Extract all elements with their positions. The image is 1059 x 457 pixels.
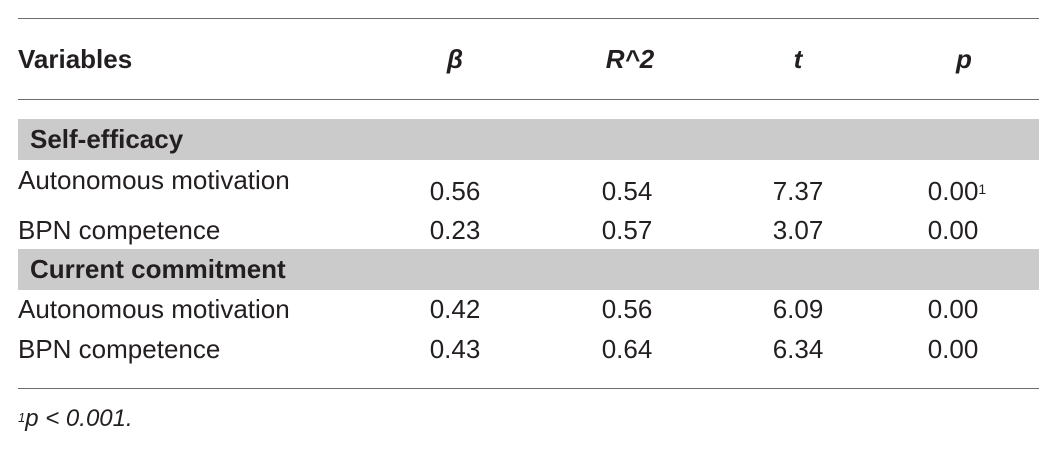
p-cell: 0.001 (928, 176, 986, 206)
p-cell: 0.00 (927, 215, 979, 245)
header-variables: Variables (18, 44, 133, 74)
beta-cell: 0.43 (429, 334, 481, 364)
r2-cell: 0.56 (601, 294, 653, 324)
r2-cell: 0.64 (601, 334, 653, 364)
variable-cell: Autonomous motivation (18, 165, 290, 195)
t-cell: 6.09 (772, 294, 824, 324)
group-label: Self-efficacy (30, 124, 184, 154)
header-bottom-rule (18, 99, 1039, 100)
header-t: t (793, 44, 803, 74)
t-cell: 3.07 (772, 215, 824, 245)
p-cell: 0.00 (927, 294, 979, 324)
beta-cell: 0.42 (429, 294, 481, 324)
group-band-self-efficacy: Self-efficacy (18, 119, 1039, 160)
p-value: 0.00 (927, 176, 979, 206)
group-label: Current commitment (30, 254, 286, 284)
header-r-squared: R^2 (605, 44, 655, 74)
beta-cell: 0.56 (429, 176, 481, 206)
r2-cell: 0.54 (601, 176, 653, 206)
footnote-marker: 1 (978, 181, 987, 197)
p-cell: 0.00 (927, 334, 979, 364)
table-top-rule (18, 18, 1039, 19)
beta-cell: 0.23 (429, 215, 481, 245)
variable-cell: BPN competence (18, 215, 221, 245)
header-p: p (956, 44, 972, 74)
t-cell: 6.34 (772, 334, 824, 364)
footnote-text: p < 0.001. (25, 405, 133, 432)
r2-cell: 0.57 (601, 215, 653, 245)
header-beta: β (446, 44, 464, 74)
table-footnote: 1p < 0.001. (18, 404, 133, 434)
variable-cell: BPN competence (18, 334, 221, 364)
variable-cell: Autonomous motivation (18, 294, 290, 324)
footnote-marker: 1 (18, 410, 26, 425)
table-bottom-rule (18, 388, 1039, 389)
group-band-current-commitment: Current commitment (18, 249, 1039, 290)
t-cell: 7.37 (772, 176, 824, 206)
